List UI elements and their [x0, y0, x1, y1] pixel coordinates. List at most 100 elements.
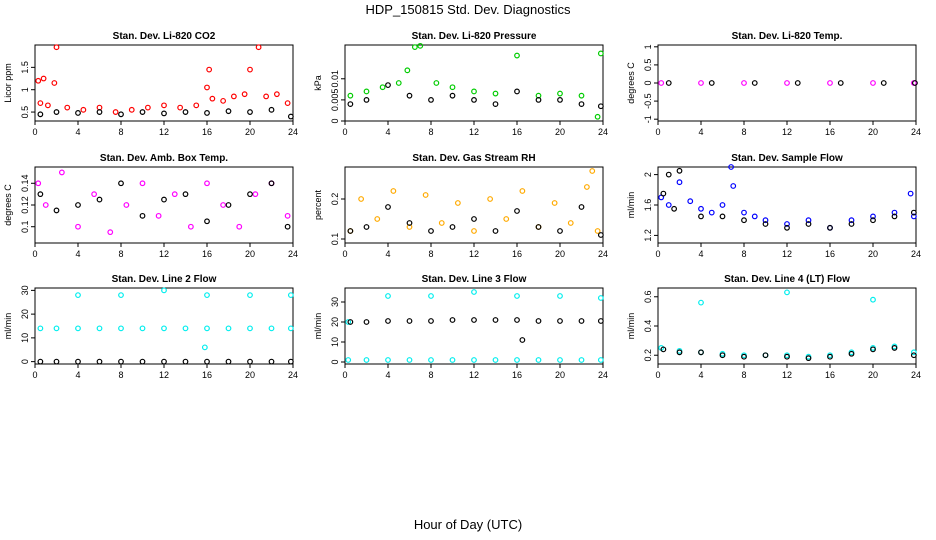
data-point — [37, 100, 44, 107]
x-tick-label: 12 — [782, 127, 792, 137]
data-point — [848, 217, 855, 224]
data-point — [676, 349, 683, 356]
data-point — [535, 357, 542, 363]
data-point — [698, 80, 704, 86]
x-tick-label: 24 — [911, 249, 921, 259]
x-tick-label: 16 — [202, 249, 212, 259]
x-tick-label: 16 — [512, 370, 522, 380]
data-point — [535, 318, 542, 324]
data-point — [37, 191, 44, 198]
data-point — [514, 293, 520, 299]
x-tick-label: 12 — [159, 127, 169, 137]
x-tick-label: 16 — [825, 127, 835, 137]
y-tick-label: 20 — [20, 309, 30, 319]
plot-frame — [34, 166, 294, 244]
data-point — [514, 317, 520, 323]
data-point — [827, 224, 833, 231]
data-point — [155, 212, 162, 219]
x-tick-label: 12 — [782, 370, 792, 380]
data-point — [848, 350, 855, 357]
y-tick-label: 1.2 — [643, 229, 653, 242]
data-point — [139, 358, 146, 365]
x-tick-label: 12 — [469, 127, 479, 137]
data-point — [492, 90, 499, 97]
data-point — [719, 202, 726, 208]
data-point — [220, 97, 227, 104]
data-point — [880, 80, 887, 86]
data-point — [204, 110, 210, 116]
data-point — [268, 325, 275, 332]
x-tick-label: 8 — [741, 127, 746, 137]
y-tick-label: 30 — [20, 285, 30, 295]
data-point — [118, 111, 124, 118]
data-point — [422, 192, 429, 198]
x-tick-label: 8 — [428, 127, 433, 137]
y-tick-label: 10 — [330, 337, 340, 347]
x-tick-label: 8 — [428, 370, 433, 380]
chart-title: Stan. Dev. Li-820 Pressure — [412, 31, 537, 42]
data-point — [35, 180, 42, 187]
data-point — [471, 88, 477, 95]
chart-panel: Stan. Dev. Li-820 Pressure 0 4 8 12 16 20 24 0 0.… — [313, 31, 608, 137]
data-point — [161, 358, 167, 365]
data-point — [762, 217, 769, 224]
data-point — [658, 80, 665, 86]
data-point — [471, 317, 477, 323]
y-axis-label: ml/min — [313, 313, 323, 340]
data-point — [784, 224, 790, 231]
chart-title: Stan. Dev. Li-820 CO2 — [113, 31, 216, 42]
data-point — [284, 212, 291, 219]
y-axis-label: Licor ppm — [3, 63, 13, 103]
data-point — [385, 82, 391, 89]
data-point — [519, 188, 526, 194]
x-tick-label: 12 — [159, 249, 169, 259]
data-point — [230, 93, 237, 100]
chart-panel: Stan. Dev. Line 4 (LT) Flow 0 4 8 12 16 20 24 0.… — [626, 274, 921, 380]
data-point — [557, 293, 563, 299]
data-point — [268, 180, 275, 187]
data-point — [112, 109, 119, 115]
data-point — [395, 80, 402, 86]
data-point — [385, 204, 391, 210]
data-point — [535, 224, 542, 230]
x-tick-label: 24 — [288, 127, 298, 137]
data-point — [123, 202, 130, 208]
data-point — [118, 292, 124, 299]
data-point — [247, 109, 253, 115]
data-point — [837, 80, 844, 86]
data-point — [236, 223, 243, 230]
data-point — [144, 104, 151, 111]
data-point — [75, 110, 81, 116]
y-tick-label: 0.2 — [643, 349, 653, 362]
data-point — [247, 66, 253, 73]
data-point — [557, 90, 563, 97]
y-axis-label: ml/min — [626, 313, 636, 340]
x-tick-label: 24 — [598, 249, 608, 259]
data-point — [75, 202, 81, 208]
data-point — [665, 80, 672, 86]
data-point — [805, 217, 812, 224]
data-point — [428, 293, 434, 299]
data-point — [557, 96, 563, 103]
data-point — [567, 220, 574, 226]
data-point — [907, 190, 914, 197]
y-tick-label: 0.2 — [330, 193, 340, 206]
x-tick-label: 0 — [342, 249, 347, 259]
data-point — [118, 180, 124, 187]
x-tick-label: 12 — [159, 370, 169, 380]
data-point — [589, 168, 596, 174]
data-point — [182, 191, 189, 198]
data-point — [247, 358, 253, 365]
data-point — [433, 80, 440, 86]
data-point — [75, 292, 81, 299]
x-tick-label: 20 — [868, 370, 878, 380]
data-point — [177, 104, 184, 111]
data-point — [660, 190, 667, 197]
data-point — [471, 216, 477, 222]
data-point — [597, 232, 604, 238]
data-point — [287, 325, 294, 332]
data-point — [53, 358, 60, 365]
x-tick-label: 4 — [698, 127, 703, 137]
data-point — [37, 358, 44, 365]
data-point — [514, 88, 520, 95]
